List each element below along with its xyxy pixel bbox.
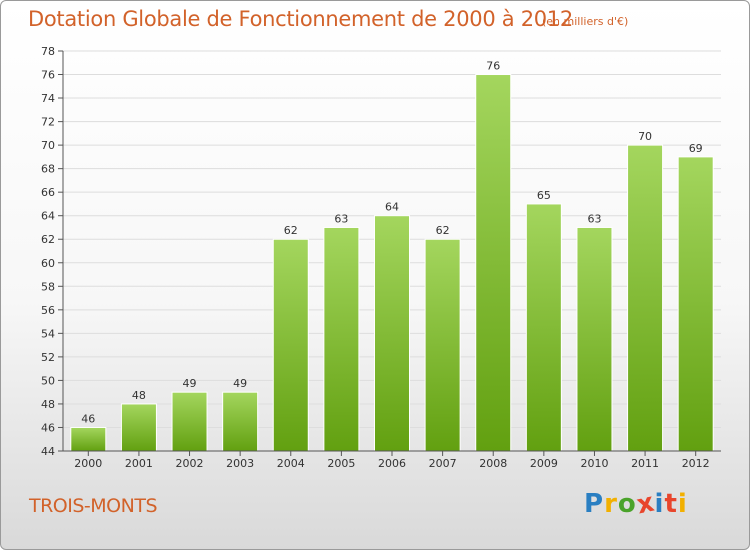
x-tick-label-2004: 2004 — [277, 457, 305, 470]
y-tick-label: 68 — [41, 163, 55, 176]
data-label-2005: 63 — [334, 212, 348, 225]
bar-2010 — [576, 226, 613, 452]
x-tick-label-2009: 2009 — [530, 457, 558, 470]
data-label-2003: 49 — [233, 377, 247, 390]
data-label-2012: 69 — [689, 142, 703, 155]
y-tick-label: 74 — [41, 92, 55, 105]
x-tick-label-2005: 2005 — [327, 457, 355, 470]
x-tick-label-2001: 2001 — [125, 457, 153, 470]
commune-name: TROIS-MONTS — [29, 495, 158, 517]
logo-letter: o — [617, 489, 637, 519]
bars: 46 48 49 49 62 63 64 62 76 65 63 70 69 — [70, 60, 714, 452]
y-tick-label: 60 — [41, 257, 55, 270]
x-tick-label-2010: 2010 — [580, 457, 608, 470]
y-tick-label: 62 — [41, 233, 55, 246]
y-tick-label: 46 — [41, 421, 55, 434]
y-tick-label: 76 — [41, 69, 55, 82]
bar-2006 — [374, 215, 410, 452]
proxiti-logo: Proxiti — [584, 487, 688, 520]
data-label-2011: 70 — [638, 130, 652, 143]
data-label-2004: 62 — [284, 224, 298, 237]
y-axis: 44 46 48 50 52 54 56 58 60 62 64 66 68 70 72 74 76 78 — [41, 45, 64, 458]
y-tick-label: 64 — [41, 210, 55, 223]
logo-letter: t — [664, 489, 678, 519]
y-tick-label: 44 — [41, 445, 55, 458]
chart-title: Dotation Globale de Fonctionnement de 20… — [28, 7, 573, 31]
data-label-2002: 49 — [183, 377, 197, 390]
x-tick-label-2006: 2006 — [378, 457, 406, 470]
bar-2002 — [171, 391, 208, 452]
y-tick-label: 78 — [41, 45, 55, 58]
bar-2012 — [677, 156, 714, 452]
x-tick-label-2011: 2011 — [631, 457, 659, 470]
y-tick-label: 72 — [41, 116, 55, 129]
y-tick-label: 50 — [41, 374, 55, 387]
data-label-2008: 76 — [486, 60, 500, 73]
x-tick-label-2012: 2012 — [682, 457, 710, 470]
y-tick-label: 48 — [41, 398, 55, 411]
x-axis: 2000 2001 2002 2003 2004 2005 2006 2007 2008 2009… — [63, 450, 721, 470]
x-tick-label-2002: 2002 — [176, 457, 204, 470]
y-tick-label: 66 — [41, 186, 55, 199]
y-tick-label: 70 — [41, 139, 55, 152]
y-tick-label: 56 — [41, 304, 55, 317]
bar-2001 — [120, 403, 157, 452]
data-label-2001: 48 — [132, 389, 146, 402]
data-label-2010: 63 — [587, 212, 601, 225]
x-tick-label-2003: 2003 — [226, 457, 254, 470]
bar-2003 — [222, 391, 259, 452]
x-tick-label-2007: 2007 — [429, 457, 457, 470]
data-label-2009: 65 — [537, 189, 551, 202]
bar-2004 — [272, 238, 309, 452]
logo-letter: r — [604, 489, 618, 519]
logo-letter: i — [677, 489, 688, 519]
logo-letter: P — [584, 489, 605, 519]
data-label-2006: 64 — [385, 201, 399, 214]
bar-2008 — [475, 74, 512, 452]
data-label-2007: 62 — [436, 224, 450, 237]
x-tick-label-2000: 2000 — [74, 457, 102, 470]
bar-2007 — [424, 238, 461, 452]
bar-2011 — [627, 144, 664, 452]
logo-letter: i — [654, 489, 665, 519]
x-tick-label-2008: 2008 — [479, 457, 507, 470]
data-label-2000: 46 — [81, 412, 95, 425]
y-tick-label: 54 — [41, 327, 55, 340]
y-tick-label: 58 — [41, 280, 55, 293]
bar-2005 — [323, 226, 360, 452]
chart-unit: (en milliers d'€) — [542, 15, 629, 28]
bar-2000 — [70, 426, 107, 452]
y-tick-label: 52 — [41, 351, 55, 364]
bar-2009 — [525, 203, 562, 452]
